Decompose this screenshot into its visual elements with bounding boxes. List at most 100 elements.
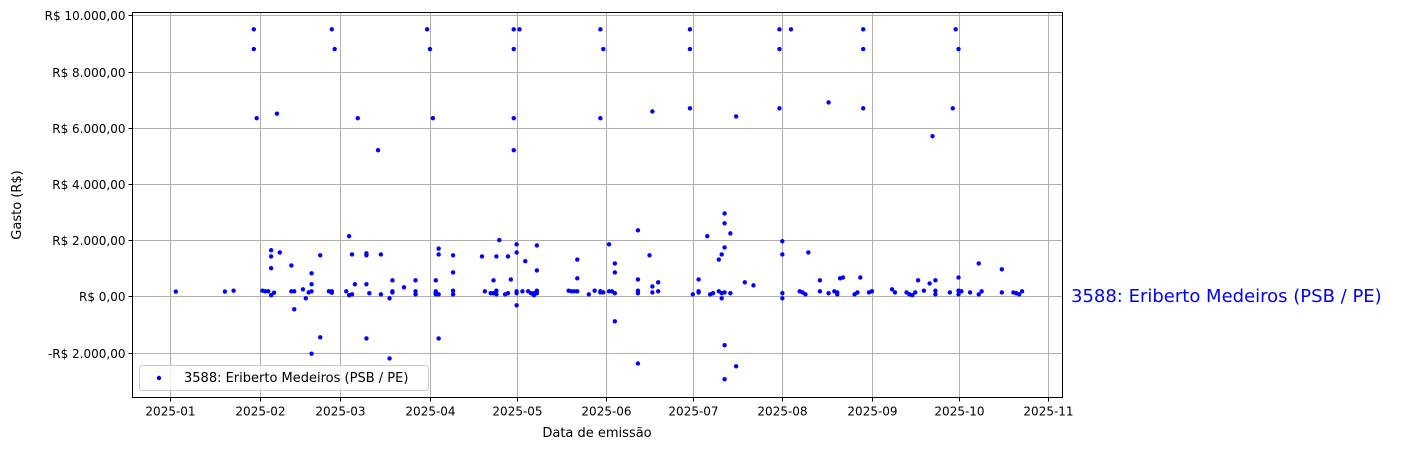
data-point: [635, 277, 641, 282]
data-point: [722, 377, 727, 382]
data-point: [231, 288, 236, 293]
data-point: [508, 277, 514, 282]
data-point: [777, 106, 782, 111]
data-point: [858, 275, 863, 280]
data-point: [346, 233, 352, 239]
data-point: [861, 46, 866, 52]
data-point: [976, 292, 981, 297]
data-point: [933, 292, 938, 297]
x-tick-label: 2025-01: [145, 405, 195, 419]
data-point: [696, 290, 701, 295]
data-point: [378, 292, 384, 297]
data-point: [514, 303, 519, 308]
data-point: [817, 278, 823, 283]
data-point: [728, 231, 733, 236]
legend-label: 3588: Eriberto Medeiros (PSB / PE): [184, 371, 408, 386]
x-tick-label: 2025-04: [405, 405, 455, 419]
data-point: [592, 288, 597, 293]
data-point: [837, 276, 843, 281]
data-point: [268, 293, 274, 298]
data-point: [349, 292, 355, 297]
data-point: [953, 27, 958, 32]
data-point: [268, 248, 274, 253]
data-point: [733, 114, 739, 119]
data-point: [413, 289, 418, 294]
data-point: [575, 257, 580, 262]
data-point: [892, 290, 898, 295]
data-point: [705, 233, 710, 239]
data-point: [999, 267, 1005, 272]
data-point: [933, 278, 938, 283]
data-point: [390, 278, 395, 283]
data-point: [806, 250, 811, 255]
data-point: [433, 278, 438, 283]
data-point: [586, 292, 592, 297]
data-point: [292, 289, 297, 294]
data-point: [303, 296, 308, 301]
data-point: [271, 290, 277, 295]
x-tick-label: 2025-06: [581, 405, 631, 419]
data-point: [494, 254, 499, 259]
data-point: [716, 257, 722, 262]
data-point: [344, 289, 349, 294]
data-point: [450, 270, 456, 275]
data-point: [947, 290, 953, 295]
data-point: [722, 245, 727, 250]
data-point: [861, 27, 866, 32]
data-point: [722, 290, 727, 295]
y-tick-label: R$ 8.000,00: [52, 66, 125, 80]
grid: [132, 12, 1063, 398]
data-point: [277, 250, 282, 255]
data-point: [601, 46, 606, 52]
data-point: [387, 356, 392, 361]
data-point: [655, 289, 661, 294]
data-point: [930, 133, 935, 139]
data-point: [913, 290, 918, 295]
data-point: [479, 254, 485, 259]
data-point: [401, 285, 407, 290]
x-tick-label: 2025-10: [934, 405, 984, 419]
data-point: [505, 254, 511, 259]
data-point: [1016, 292, 1022, 297]
x-axis-label: Data de emissão: [542, 426, 651, 441]
data-point: [788, 27, 794, 32]
data-point: [780, 252, 785, 257]
x-tick-label: 2025-08: [757, 405, 807, 419]
data-point: [251, 46, 257, 52]
data-point: [687, 27, 693, 32]
data-point: [780, 291, 785, 296]
data-point: [514, 242, 519, 247]
data-point: [352, 282, 358, 287]
data-point: [575, 276, 580, 281]
data-point: [266, 289, 271, 294]
data-point: [751, 283, 756, 288]
data-point: [889, 287, 895, 292]
data-point: [511, 115, 516, 121]
data-point: [534, 291, 540, 296]
data-point: [979, 289, 984, 294]
plot-frame: [132, 12, 1063, 398]
series-annotation: 3588: Eriberto Medeiros (PSB / PE): [1071, 286, 1382, 307]
data-point: [268, 254, 274, 259]
y-tick-label: -R$ 2.000,00: [48, 347, 126, 361]
data-point: [650, 290, 655, 295]
data-point: [387, 296, 392, 301]
data-point: [367, 291, 372, 296]
data-point: [690, 292, 696, 297]
y-tick-label: R$ 10.000,00: [45, 9, 126, 23]
data-point: [910, 293, 915, 298]
data-point: [803, 292, 808, 297]
data-point: [514, 291, 519, 296]
data-point: [378, 252, 384, 257]
data-point: [514, 250, 519, 255]
data-point: [511, 46, 516, 52]
data-point: [742, 280, 747, 285]
data-point: [635, 228, 641, 233]
data-point: [728, 291, 733, 296]
y-tick-label: R$ 0,00: [79, 290, 126, 304]
data-point: [967, 290, 973, 295]
y-tick-label: R$ 6.000,00: [52, 122, 125, 136]
data-point: [505, 291, 511, 296]
legend-marker: [156, 375, 162, 381]
